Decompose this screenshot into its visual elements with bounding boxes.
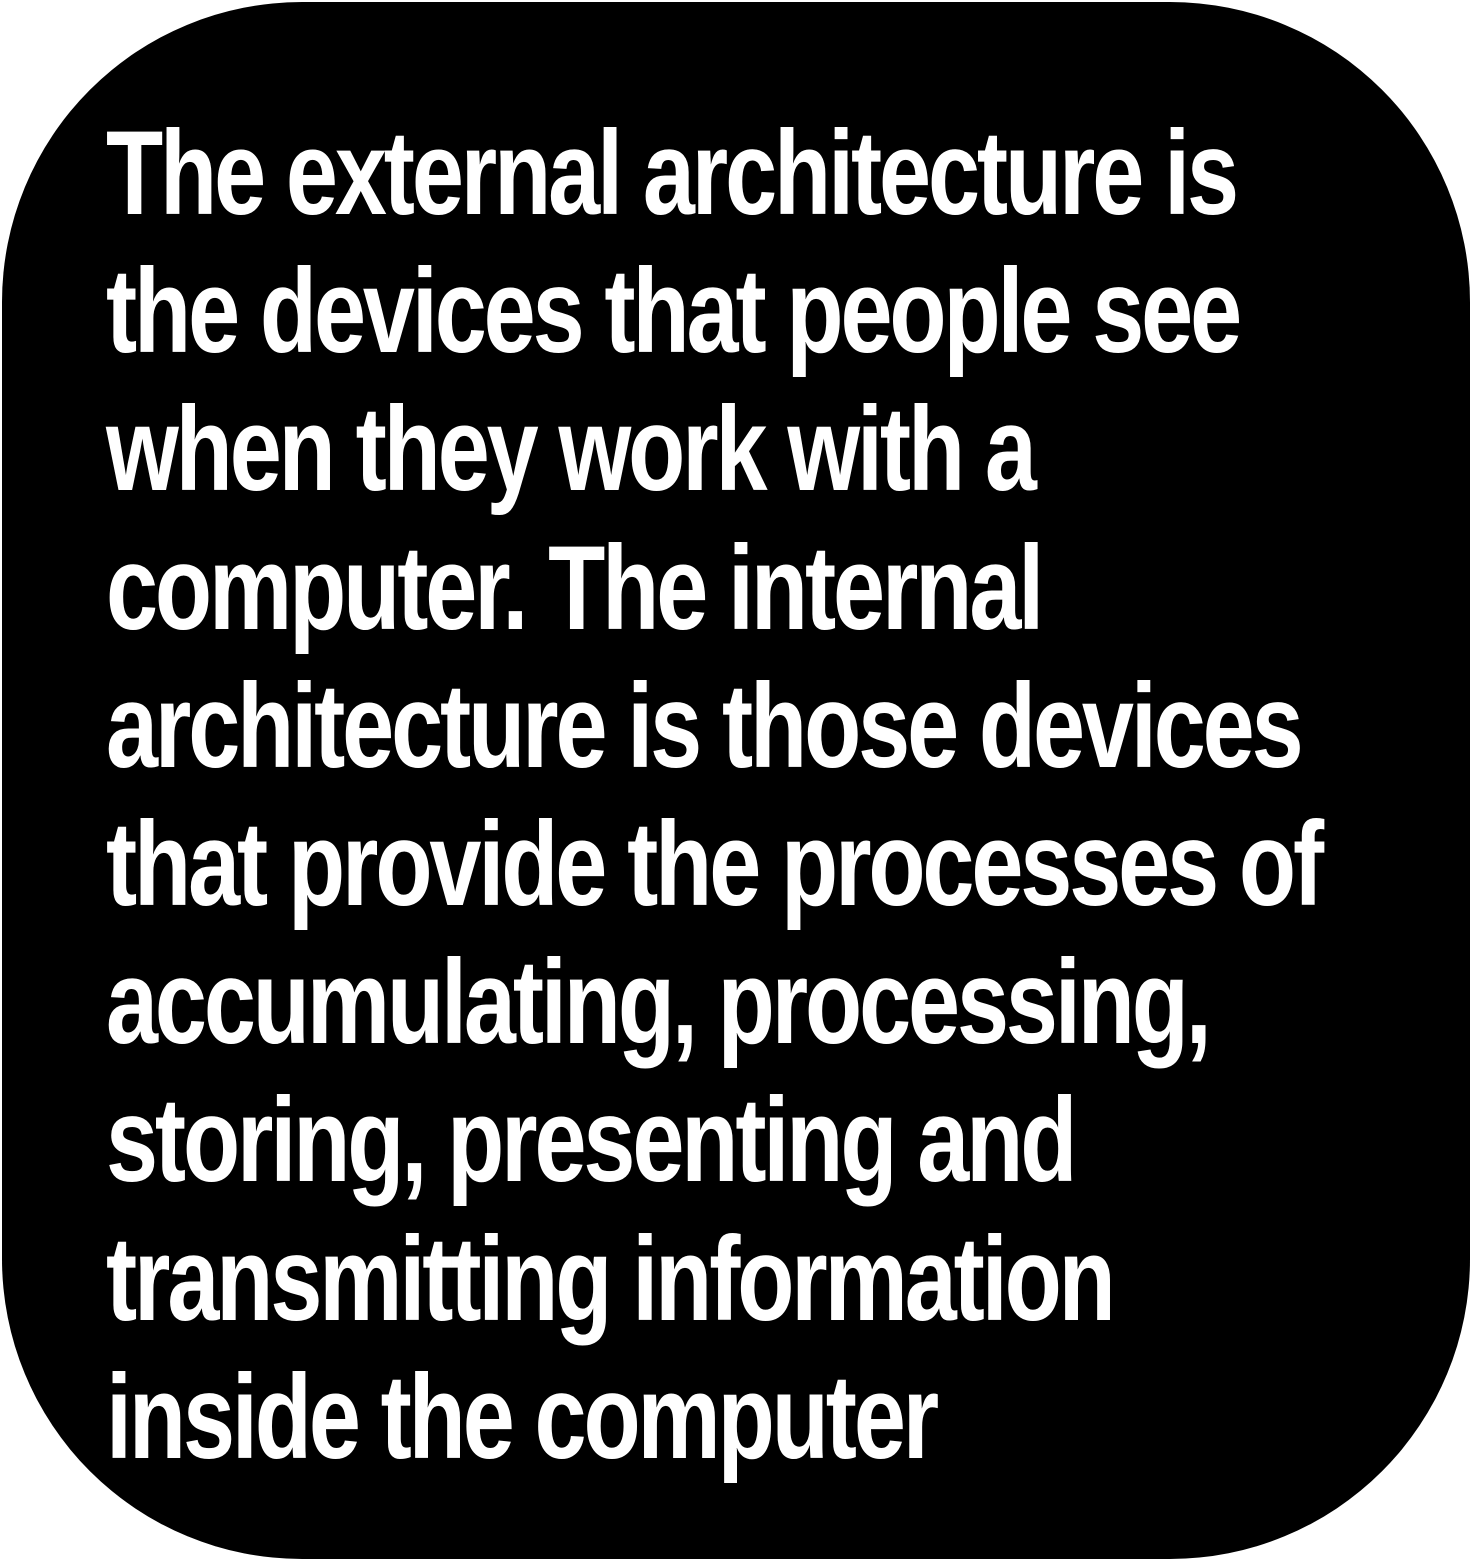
text-line-10: inside the computer [106,1349,939,1484]
text-line-6: that provide the processes of [106,796,1324,931]
text-line-1: The external architecture is [106,106,1239,240]
text-line-7: accumulating, processing, [106,935,1212,1070]
definition-text: The external architecture is the devices… [106,104,1446,1486]
text-line-5: architecture is those devices [106,658,1304,793]
text-line-4: computer. The internal [106,520,1044,655]
text-line-8: storing, presenting and [106,1073,1077,1208]
text-line-3: when they work with a [106,382,1037,517]
text-line-2: the devices that people see [106,244,1242,379]
text-line-9: transmitting information [106,1211,1116,1346]
